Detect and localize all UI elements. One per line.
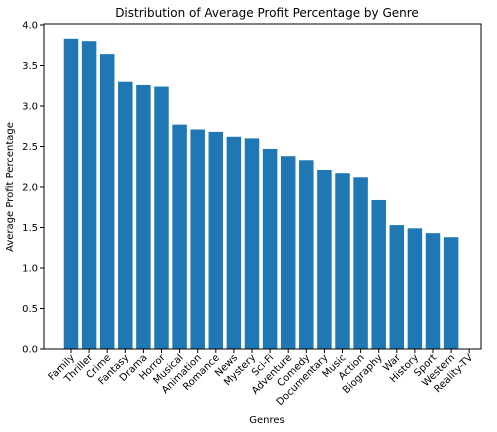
bar-family <box>63 38 79 350</box>
x-axis: FamilyThrillerCrimeFantasyDramaHorrorMus… <box>47 349 475 408</box>
bars-group <box>63 38 459 350</box>
bar-comedy <box>299 160 314 349</box>
x-axis-label: Genres <box>249 415 285 426</box>
bar-fantasy <box>118 81 133 349</box>
y-tick-label: 1.0 <box>22 264 38 275</box>
y-tick-label: 0.0 <box>22 345 38 356</box>
chart-title: Distribution of Average Profit Percentag… <box>115 6 419 20</box>
y-tick-label: 3.5 <box>22 61 38 72</box>
bar-romance <box>208 131 224 349</box>
y-axis-label: Average Profit Percentage <box>5 122 16 252</box>
bar-horror <box>154 86 169 349</box>
bar-action <box>353 177 368 349</box>
y-tick-label: 3.0 <box>22 102 38 113</box>
bar-war <box>389 225 405 349</box>
y-tick-label: 2.0 <box>22 183 38 194</box>
bar-mystery <box>244 138 260 349</box>
y-tick-label: 1.5 <box>22 223 38 234</box>
bar-history <box>407 228 423 349</box>
y-tick-label: 2.5 <box>22 142 38 153</box>
bar-sport <box>425 233 441 349</box>
bar-biography <box>371 199 386 349</box>
plot-frame <box>43 23 482 350</box>
bar-western <box>443 237 459 349</box>
bar-thriller <box>81 41 97 349</box>
bar-adventure <box>280 156 296 349</box>
y-tick-label: 4.0 <box>22 21 38 32</box>
bar-sci-fi <box>262 148 278 349</box>
bar-animation <box>190 129 205 349</box>
y-axis: 0.0 0.5 1.0 1.5 2.0 2.5 3.0 3.5 4.0 <box>22 21 44 356</box>
bar-news <box>226 136 242 349</box>
bar-musical <box>172 124 187 349</box>
y-tick-label: 0.5 <box>22 304 38 315</box>
bar-drama <box>136 84 151 349</box>
bar-crime <box>99 54 115 349</box>
bar-music <box>335 173 350 349</box>
bar-documentary <box>317 169 332 349</box>
